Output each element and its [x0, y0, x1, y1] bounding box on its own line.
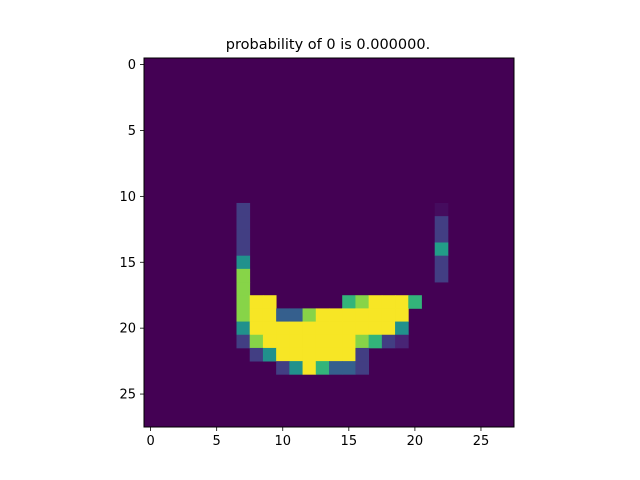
heatmap-cell — [276, 308, 290, 322]
heatmap-cell — [342, 295, 356, 309]
heatmap-cell — [262, 295, 277, 309]
heatmap-cell — [262, 347, 277, 362]
heatmap-cell — [329, 321, 343, 336]
heatmap-cell — [342, 347, 356, 362]
x-tick-label: 25 — [473, 434, 490, 449]
heatmap-cell — [395, 321, 409, 336]
heatmap-cell — [289, 361, 303, 375]
heatmap-cell — [236, 282, 251, 296]
chart-title: probability of 0 is 0.000000. — [226, 37, 430, 53]
heatmap-cell — [236, 308, 251, 322]
heatmap-cell — [342, 334, 356, 349]
heatmap-cell — [236, 229, 251, 243]
heatmap-cell — [249, 347, 264, 362]
heatmap-cell — [289, 347, 303, 362]
heatmap-cell — [395, 295, 409, 309]
heatmap-cell — [289, 308, 303, 322]
heatmap-cell — [434, 229, 449, 243]
heatmap-cell — [276, 321, 290, 336]
heatmap-cell — [355, 361, 370, 375]
heatmap-cell — [236, 268, 251, 283]
heatmap-cell — [434, 268, 449, 283]
heatmap-cell — [342, 321, 356, 336]
heatmap-cell — [249, 308, 264, 322]
heatmap-cell — [276, 347, 290, 362]
heatmap-cell — [249, 334, 264, 349]
y-tick-label: 15 — [119, 256, 136, 271]
heatmap-cell — [434, 242, 449, 257]
heatmap-cell — [302, 361, 317, 375]
heatmap-cell — [249, 321, 264, 336]
heatmap-cell — [236, 334, 251, 349]
heatmap-cell — [329, 361, 343, 375]
y-tick-label: 10 — [119, 190, 136, 205]
axes-frame — [143, 57, 515, 428]
x-tick-label: 20 — [407, 434, 424, 449]
x-tick-label: 5 — [213, 434, 221, 449]
heatmap-cell — [434, 202, 449, 217]
heatmap-cell — [355, 295, 370, 309]
heatmap-cell — [289, 321, 303, 336]
heatmap-cell — [329, 334, 343, 349]
heatmap-cell — [355, 321, 370, 336]
heatmap-cell — [315, 361, 330, 375]
heatmap-cell — [368, 321, 383, 336]
heatmap-cell — [368, 295, 383, 309]
y-tick-label: 20 — [119, 322, 136, 337]
heatmap-cell — [262, 321, 277, 336]
heatmap-cell — [434, 216, 449, 230]
heatmap-cell — [249, 295, 264, 309]
heatmap-cell — [368, 308, 383, 322]
heatmap-cell — [395, 308, 409, 322]
heatmap-cell — [236, 202, 251, 217]
heatmap-cell — [381, 295, 396, 309]
y-tick-label: 5 — [128, 124, 136, 139]
heatmap-cell — [262, 334, 277, 349]
heatmap-cell — [329, 347, 343, 362]
heatmap-cell — [302, 334, 317, 349]
x-axis: 0 5 10 15 20 25 — [146, 427, 489, 449]
heatmap-cell — [276, 334, 290, 349]
heatmap-cell — [236, 295, 251, 309]
heatmap-cell — [408, 295, 422, 309]
heatmap-cell — [302, 308, 317, 322]
heatmap-cell — [381, 321, 396, 336]
heatmap-cell — [315, 321, 330, 336]
heatmap-cell — [315, 334, 330, 349]
heatmap-cell — [342, 308, 356, 322]
heatmap-cell — [355, 308, 370, 322]
heatmap-cell — [355, 334, 370, 349]
heatmap-cell — [236, 255, 251, 270]
heatmap-cell — [381, 308, 396, 322]
heatmap-cell — [329, 308, 343, 322]
x-tick-label: 15 — [341, 434, 358, 449]
heatmap-cells — [144, 58, 514, 427]
heatmap-cell — [434, 255, 449, 270]
y-tick-label: 25 — [119, 388, 136, 403]
heatmap-cell — [302, 321, 317, 336]
heatmap-cell — [381, 334, 396, 349]
heatmap-cell — [395, 334, 409, 349]
x-tick-label: 0 — [146, 434, 154, 449]
y-axis: 0 5 10 15 20 25 — [119, 58, 144, 403]
heatmap-cell — [302, 347, 317, 362]
heatmap-cell — [355, 347, 370, 362]
heatmap-cell — [368, 334, 383, 349]
heatmap-cell — [276, 361, 290, 375]
heatmap-cell — [315, 308, 330, 322]
y-tick-label: 0 — [128, 58, 136, 73]
heatmap-cell — [262, 308, 277, 322]
heatmap-cell — [236, 321, 251, 336]
heatmap-cell — [236, 242, 251, 257]
heatmap-cell — [315, 347, 330, 362]
heatmap-cell — [236, 216, 251, 230]
heatmap-cell — [342, 361, 356, 375]
x-tick-label: 10 — [274, 434, 291, 449]
heatmap-cell — [289, 334, 303, 349]
